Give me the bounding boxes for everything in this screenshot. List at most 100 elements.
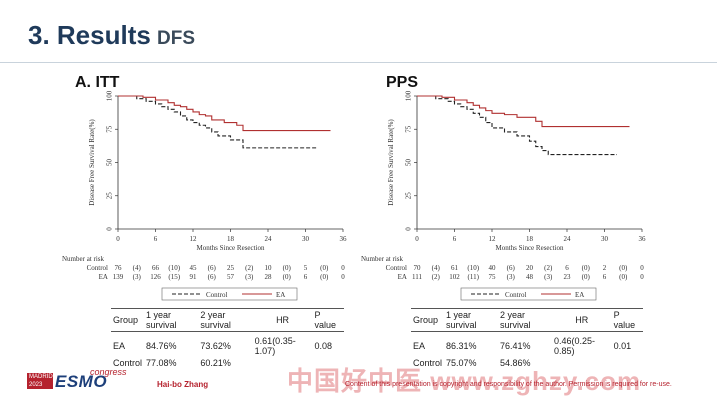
risk-cell: 57	[227, 273, 235, 281]
risk-cell: (6)	[208, 273, 217, 281]
risk-cell: (0)	[320, 273, 329, 281]
y-tick-label: 100	[106, 90, 114, 101]
header-2-year: 2 year survival	[198, 308, 253, 332]
risk-cell: 139	[113, 273, 124, 281]
x-tick-label: 6	[453, 235, 457, 243]
risk-cell: (2)	[432, 273, 441, 281]
x-tick-label: 36	[340, 235, 348, 243]
legend-label-control: Control	[206, 291, 227, 299]
risk-cell: (10)	[168, 264, 180, 272]
y-tick-label: 50	[405, 159, 413, 167]
table-row: Control 77.08% 60.21%	[111, 357, 344, 369]
risk-cell: (6)	[507, 264, 516, 272]
risk-cell: (0)	[619, 273, 628, 281]
esmo-logo: MADRID 2023 ESMO congress	[27, 367, 127, 391]
x-tick-label: 0	[116, 235, 120, 243]
stats-header-row: Group 1 year survival 2 year survival HR…	[411, 308, 643, 332]
risk-cell: 6	[565, 264, 569, 272]
x-tick-label: 30	[302, 235, 310, 243]
risk-group-label: Control	[386, 264, 407, 272]
header-hr: HR	[252, 308, 313, 332]
copyright-disclaimer: Content of this presentation is copyrigh…	[345, 381, 672, 388]
stats-table-itt: Group 1 year survival 2 year survival HR…	[111, 308, 344, 369]
y-tick-label: 0	[405, 227, 413, 231]
risk-cell: 5	[304, 264, 308, 272]
header-p-value: P value	[312, 308, 344, 332]
header-hr: HR	[552, 308, 612, 332]
risk-group-label: Control	[87, 264, 108, 272]
risk-cell: 61	[451, 264, 459, 272]
risk-cell: 75	[489, 273, 497, 281]
cell-2-year: 54.86%	[500, 358, 531, 368]
risk-cell: 91	[190, 273, 198, 281]
cell-1-year: 77.08%	[146, 358, 177, 368]
header-p-value: P value	[611, 308, 643, 332]
risk-cell: 0	[341, 264, 345, 272]
cell-group: EA	[113, 341, 126, 351]
cell-p-value: 0.01	[613, 341, 632, 351]
risk-cell: (4)	[432, 264, 441, 272]
legend-label-control: Control	[505, 291, 526, 299]
risk-cell: (0)	[283, 273, 292, 281]
x-tick-label: 6	[154, 235, 158, 243]
risk-cell: 0	[640, 264, 644, 272]
risk-cell: (0)	[582, 273, 591, 281]
risk-table-title: Number at risk	[62, 255, 104, 263]
risk-cell: (4)	[133, 264, 142, 272]
risk-cell: (2)	[544, 264, 553, 272]
x-tick-label: 18	[526, 235, 534, 243]
cell-2-year: 76.41%	[500, 341, 531, 351]
risk-cell: (2)	[245, 264, 254, 272]
legend-label-ea: EA	[575, 291, 584, 299]
title-divider	[0, 62, 717, 63]
risk-group-label: EA	[99, 273, 108, 281]
y-tick-label: 50	[106, 159, 114, 167]
cell-group: Control	[113, 358, 143, 368]
x-tick-label: 24	[564, 235, 572, 243]
slide-title: 3. Results	[28, 20, 151, 50]
risk-cell: 0	[341, 273, 345, 281]
risk-cell: 2	[603, 264, 607, 272]
risk-cell: 10	[265, 264, 273, 272]
legend-box	[460, 287, 597, 301]
panel-label-pps: PPS	[386, 74, 419, 91]
cell-2-year: 60.21%	[200, 358, 231, 368]
risk-cell: (6)	[208, 264, 217, 272]
survival-curve-control	[417, 95, 617, 156]
risk-cell: (0)	[320, 264, 329, 272]
risk-cell: (11)	[468, 273, 480, 281]
cell-1-year: 86.31%	[446, 341, 477, 351]
risk-cell: (10)	[467, 264, 479, 272]
risk-cell: (3)	[507, 273, 516, 281]
risk-cell: 111	[412, 273, 422, 281]
x-tick-label: 24	[265, 235, 273, 243]
cell-hr: 0.61(0.35-1.07)	[254, 336, 296, 356]
risk-table-title: Number at risk	[361, 255, 403, 263]
risk-cell: 66	[152, 264, 160, 272]
x-axis-title: Months Since Resection	[495, 244, 564, 252]
x-tick-label: 12	[190, 235, 198, 243]
cell-2-year: 73.62%	[200, 341, 231, 351]
stats-table-pps: Group 1 year survival 2 year survival HR…	[411, 308, 643, 369]
risk-cell: (15)	[168, 273, 180, 281]
header-group: Group	[111, 308, 145, 332]
logo-text: ESMO	[55, 372, 108, 391]
risk-cell: 40	[489, 264, 497, 272]
x-tick-label: 36	[639, 235, 647, 243]
risk-cell: 28	[265, 273, 273, 281]
y-axis-title: Disease Free Survival Rate(%)	[387, 119, 395, 206]
y-tick-label: 75	[405, 125, 413, 133]
risk-cell: 70	[414, 264, 422, 272]
cell-group: EA	[413, 341, 426, 351]
stats-header-row: Group 1 year survival 2 year survival HR…	[111, 308, 344, 332]
risk-cell: (0)	[582, 264, 591, 272]
risk-cell: 6	[304, 273, 308, 281]
x-tick-label: 0	[415, 235, 419, 243]
slide-subtitle: DFS	[157, 28, 195, 49]
cell-hr: 0.46(0.25-0.85)	[554, 336, 596, 356]
risk-cell: 20	[526, 264, 534, 272]
risk-cell: 6	[603, 273, 607, 281]
cell-group: Control	[413, 358, 443, 368]
presenter-name: Hai-bo Zhang	[157, 380, 209, 389]
